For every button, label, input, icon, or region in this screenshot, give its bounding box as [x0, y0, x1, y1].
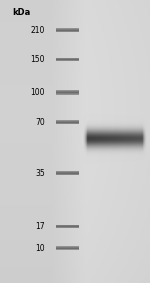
Bar — [56, 58, 79, 59]
Bar — [56, 123, 79, 124]
Bar — [56, 29, 79, 30]
Bar — [56, 171, 79, 172]
Bar — [56, 31, 79, 32]
Text: 210: 210 — [31, 26, 45, 35]
Bar — [56, 174, 79, 175]
Bar — [56, 30, 79, 31]
Bar — [56, 94, 79, 95]
Text: 17: 17 — [35, 222, 45, 231]
Bar — [56, 28, 79, 29]
Bar — [56, 93, 79, 94]
Bar — [56, 58, 79, 59]
Bar — [56, 92, 79, 93]
Bar — [56, 121, 79, 122]
Bar — [56, 248, 79, 249]
Bar — [56, 247, 79, 248]
Bar — [56, 225, 79, 226]
Bar — [56, 120, 79, 121]
Bar — [56, 59, 79, 60]
Bar — [56, 246, 79, 247]
Bar — [56, 60, 79, 61]
Bar — [56, 91, 79, 92]
Bar — [56, 174, 79, 175]
Bar — [56, 59, 79, 60]
Bar — [56, 227, 79, 228]
Bar — [56, 247, 79, 248]
Bar — [56, 122, 79, 123]
Bar — [56, 92, 79, 93]
Bar — [56, 171, 79, 172]
Bar — [56, 93, 79, 94]
Text: kDa: kDa — [12, 8, 30, 18]
Bar — [56, 225, 79, 226]
Text: 10: 10 — [35, 244, 45, 253]
Bar — [56, 248, 79, 249]
Text: 100: 100 — [30, 88, 45, 97]
Bar — [56, 226, 79, 227]
Bar — [56, 122, 79, 123]
Bar — [56, 123, 79, 124]
Bar — [56, 31, 79, 32]
Text: 70: 70 — [35, 118, 45, 127]
Bar — [56, 60, 79, 61]
Bar — [56, 249, 79, 250]
Bar — [56, 30, 79, 31]
Bar — [56, 173, 79, 174]
Bar — [56, 227, 79, 228]
Text: 150: 150 — [30, 55, 45, 64]
Bar — [56, 226, 79, 227]
Text: 35: 35 — [35, 169, 45, 178]
Bar — [56, 90, 79, 91]
Bar — [56, 57, 79, 58]
Bar — [56, 172, 79, 173]
Bar — [56, 91, 79, 92]
